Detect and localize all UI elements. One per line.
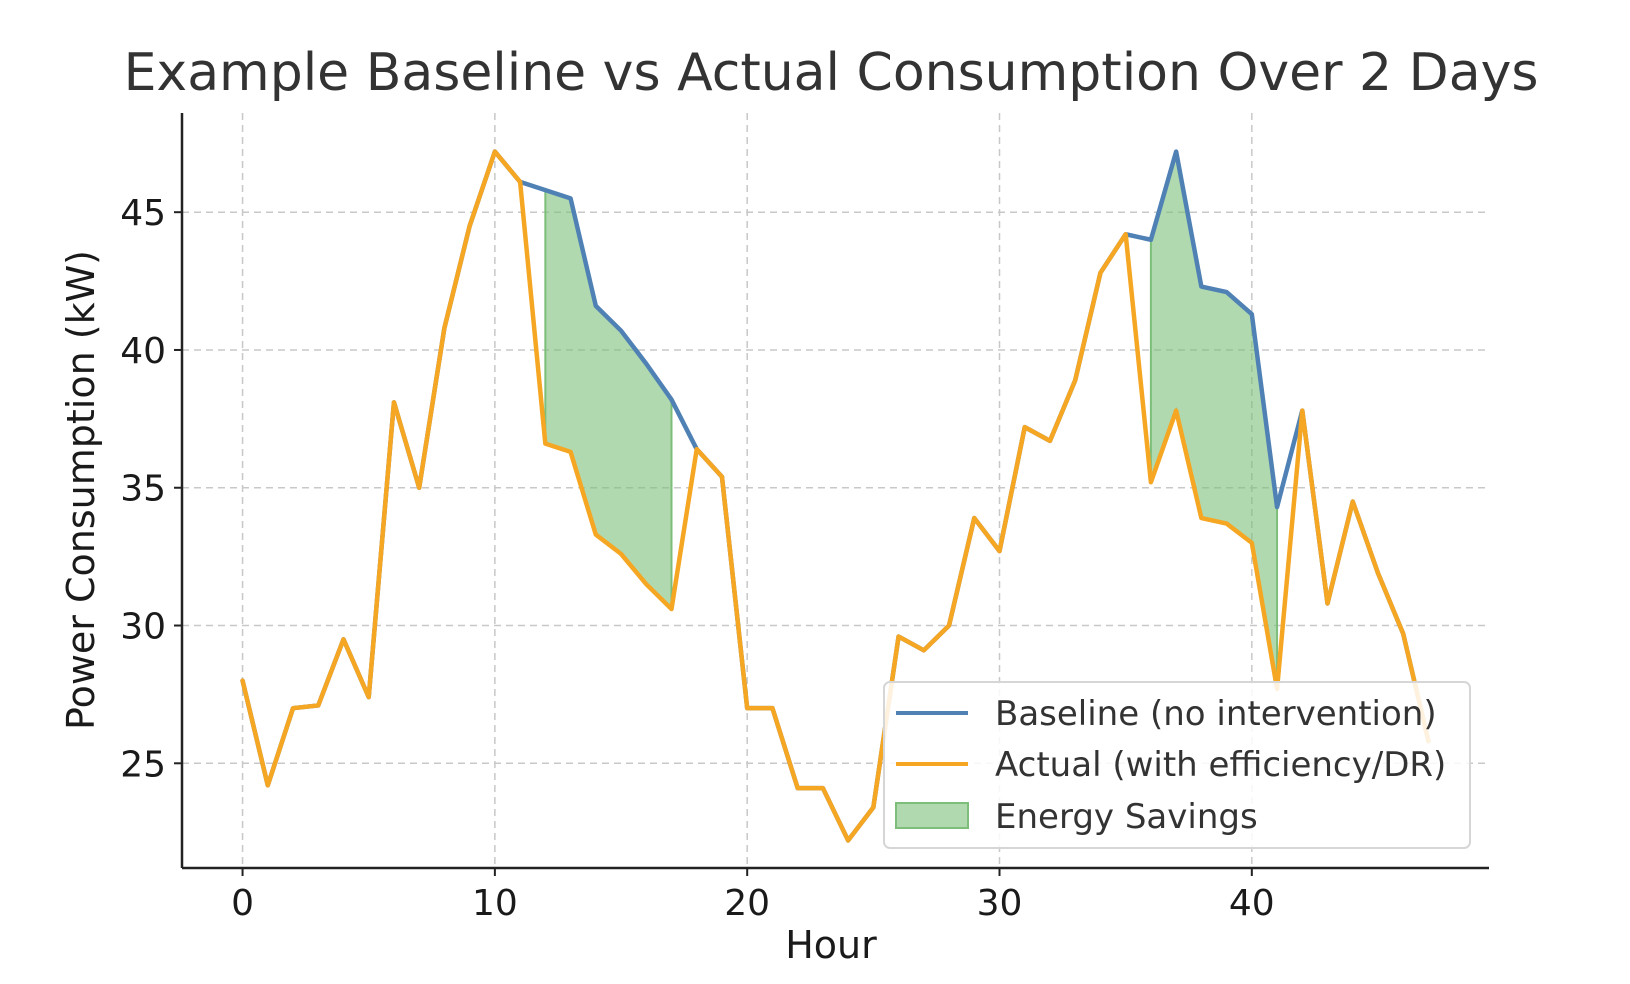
actual-series-line — [240, 149, 1431, 843]
x-axis-label: Hour — [785, 923, 877, 967]
chart-title: Example Baseline vs Actual Consumption O… — [124, 43, 1539, 103]
x-tick-label: 30 — [977, 883, 1023, 924]
x-tick-label: 40 — [1229, 883, 1275, 924]
legend-box — [883, 681, 1471, 849]
x-tick-label: 0 — [231, 883, 254, 924]
series-line-layer — [240, 149, 1431, 843]
legend-label-actual: Actual (with efficiency/DR) — [995, 745, 1446, 785]
legend: Baseline (no intervention) Actual (with … — [883, 681, 1471, 849]
legend-label-baseline: Baseline (no intervention) — [995, 694, 1437, 734]
y-tick-label: 25 — [120, 744, 166, 785]
savings-fill-layer — [544, 151, 1279, 690]
y-tick-label: 45 — [120, 193, 166, 234]
x-tick-label: 20 — [724, 883, 770, 924]
savings-area — [1149, 151, 1279, 690]
y-tick-label: 35 — [120, 469, 166, 510]
tick-label-layer: 0 10 20 30 40 25 30 35 40 45 — [120, 193, 1275, 924]
axis-layer — [174, 113, 1489, 876]
legend-label-savings: Energy Savings — [995, 797, 1258, 837]
y-axis-label: Power Consumption (kW) — [59, 250, 103, 730]
x-tick-label: 10 — [472, 883, 518, 924]
y-tick-label: 30 — [120, 607, 166, 648]
y-tick-label: 40 — [120, 331, 166, 372]
legend-swatch-savings — [895, 802, 969, 829]
